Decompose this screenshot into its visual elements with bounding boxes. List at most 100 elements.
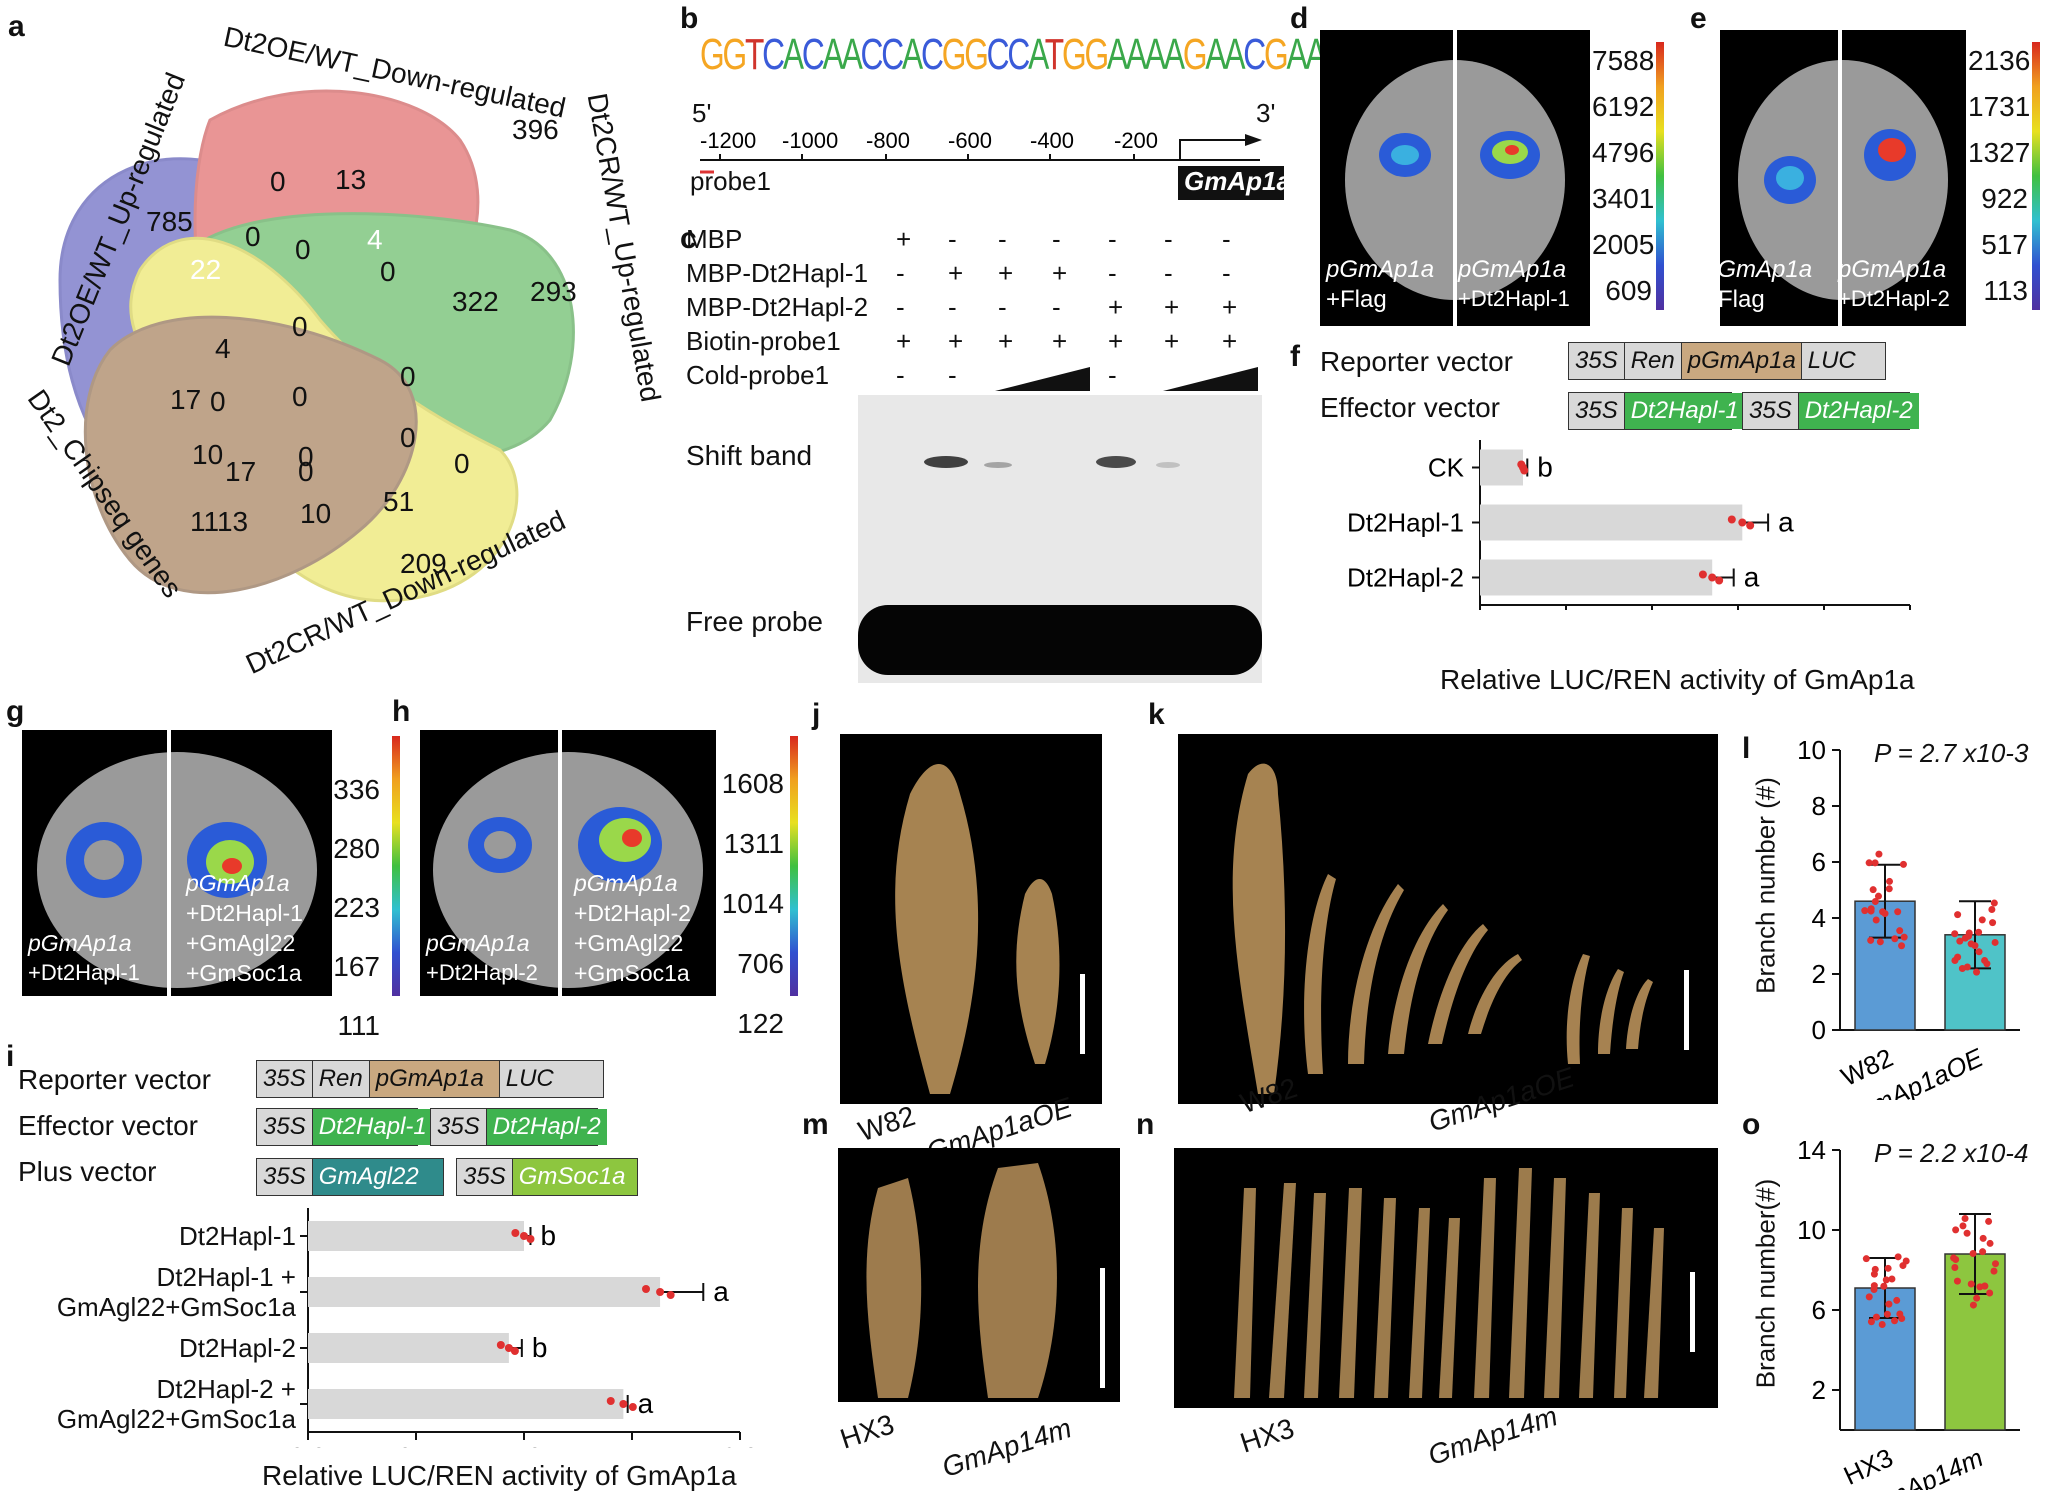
emsa-mark: + <box>1052 326 1068 356</box>
i-eff1-35s: 35S <box>257 1109 313 1145</box>
emsa-mark: - <box>948 224 957 254</box>
panel-label-o: o <box>1742 1108 1761 1141</box>
emsa-mark: + <box>1052 258 1068 288</box>
leaf-e-right-line2: +Dt2Hapl-2 <box>1838 286 1950 311</box>
colorbar-tick-label: 517 <box>1981 229 2028 260</box>
data-point <box>1520 466 1529 475</box>
data-point <box>1969 1250 1977 1258</box>
i-reporter-construct: 35S Ren pGmAp1a LUC <box>256 1060 604 1098</box>
logo-letter: A <box>1163 30 1185 79</box>
bar <box>1480 559 1713 596</box>
seq-three-prime: 3' <box>1256 98 1276 128</box>
colorbar-tick-label: 2005 <box>1592 229 1655 260</box>
leaf-d-right-line1: pGmAp1a <box>1458 256 1567 283</box>
emsa-mark: - <box>896 360 905 390</box>
i-category: Dt2Hapl-1 <box>0 1208 296 1264</box>
data-point <box>1738 518 1747 527</box>
leaf-g-right-line3: +GmAgl22 <box>186 930 296 956</box>
data-point <box>1973 1294 1981 1302</box>
data-point <box>1715 576 1724 585</box>
data-point <box>1975 928 1983 936</box>
data-point <box>1951 1264 1959 1272</box>
emsa-mark: - <box>1052 224 1061 254</box>
data-point <box>1990 1267 1998 1275</box>
venn-count: 0 <box>298 441 314 472</box>
logo-letter: G <box>964 30 989 79</box>
panel-label-c: c <box>680 222 697 255</box>
logo-letter: C <box>986 30 1010 79</box>
m-label-right: GmAp14m <box>938 1412 1076 1483</box>
panel-label-m: m <box>802 1108 829 1141</box>
emsa-mark: - <box>896 292 905 322</box>
colorbar-tick-label: 7588 <box>1592 45 1655 76</box>
panel-label-d: d <box>1290 2 1309 35</box>
gene-label: GmAp1a <box>1184 166 1291 196</box>
data-point <box>1961 1214 1969 1222</box>
logo-letter: C <box>762 30 785 79</box>
logo-letter: T <box>1044 30 1064 79</box>
emsa-mark: - <box>1108 360 1117 390</box>
data-point <box>1698 570 1707 579</box>
colorbar-e <box>2032 42 2040 310</box>
venn-count: 0 <box>292 381 308 412</box>
logo-letter: G <box>722 30 747 79</box>
data-point <box>1875 850 1883 858</box>
leaf-h-right: pGmAp1a +Dt2Hapl-2 +GmAgl22 +GmSoc1a <box>574 868 691 988</box>
logo-letter: C <box>801 30 825 79</box>
data-point <box>1900 933 1908 941</box>
data-point <box>504 1344 513 1352</box>
venn-diagram <box>58 89 575 603</box>
significance-letter: a <box>1778 507 1794 538</box>
venn-count: 0 <box>210 386 226 417</box>
data-point <box>1746 521 1755 530</box>
leaf-h-right-line1: pGmAp1a <box>574 870 678 896</box>
bar <box>308 1333 509 1363</box>
data-point <box>1872 1313 1880 1321</box>
colorbar-tick-label: 1311 <box>723 828 784 859</box>
colorbar-tick-label: 1731 <box>1968 91 2031 122</box>
data-point <box>666 1291 675 1299</box>
logo-letter: T <box>744 30 764 79</box>
i-plus-1: 35S GmAgl22 <box>256 1158 444 1196</box>
seq-five-prime: 5' <box>692 98 712 128</box>
cold-wedge-2 <box>1163 367 1258 391</box>
data-point <box>1899 1262 1907 1270</box>
chart-i: 0.0 0.5 1.0 1.5 2.0 b a b a <box>290 1208 758 1448</box>
panel-label-k: k <box>1148 698 1165 731</box>
l-pvalue: P = 2.7 x10-3 <box>1874 738 2029 768</box>
emsa-mark: - <box>998 292 1007 322</box>
colorbar-d <box>1656 42 1664 310</box>
significance-letter: a <box>1744 562 1760 593</box>
i-plus1-35s: 35S <box>257 1159 313 1195</box>
data-point <box>1865 859 1873 867</box>
data-point <box>1951 930 1959 938</box>
bar <box>1480 504 1743 541</box>
venn-count: 4 <box>215 333 231 364</box>
panel-label-b: b <box>680 2 699 35</box>
data-point <box>1953 1277 1961 1285</box>
data-point <box>496 1341 505 1349</box>
promoter-tick-label: -1200 <box>700 128 756 153</box>
panel-label-j: j <box>812 698 821 731</box>
colorbar-tick-label: 609 <box>1605 275 1652 306</box>
y-tick-label: 10 <box>1797 1215 1826 1245</box>
i-effector-1: 35S Dt2Hapl-1 <box>256 1108 433 1146</box>
panel-label-h: h <box>392 695 411 728</box>
colorbar-tick-label: 1608 <box>721 768 784 799</box>
emsa-mark: + <box>896 326 912 356</box>
bar <box>308 1389 624 1419</box>
probe-label: probe1 <box>690 166 771 196</box>
y-tick-label: 2 <box>1812 959 1826 989</box>
logo-letter: G <box>1061 30 1087 79</box>
data-point <box>1951 957 1959 965</box>
logo-letter: C <box>1243 30 1266 79</box>
data-point <box>1891 935 1899 943</box>
data-point <box>1871 859 1879 867</box>
leaf-g-left-line2: +Dt2Hapl-1 <box>28 960 140 985</box>
logo-letter: A <box>1144 30 1166 79</box>
i-rep-promoter: pGmAp1a <box>369 1061 500 1097</box>
colorbar-tick-label: 223 <box>333 892 380 923</box>
category-label: CK <box>1428 453 1465 483</box>
data-point <box>1978 916 1986 924</box>
